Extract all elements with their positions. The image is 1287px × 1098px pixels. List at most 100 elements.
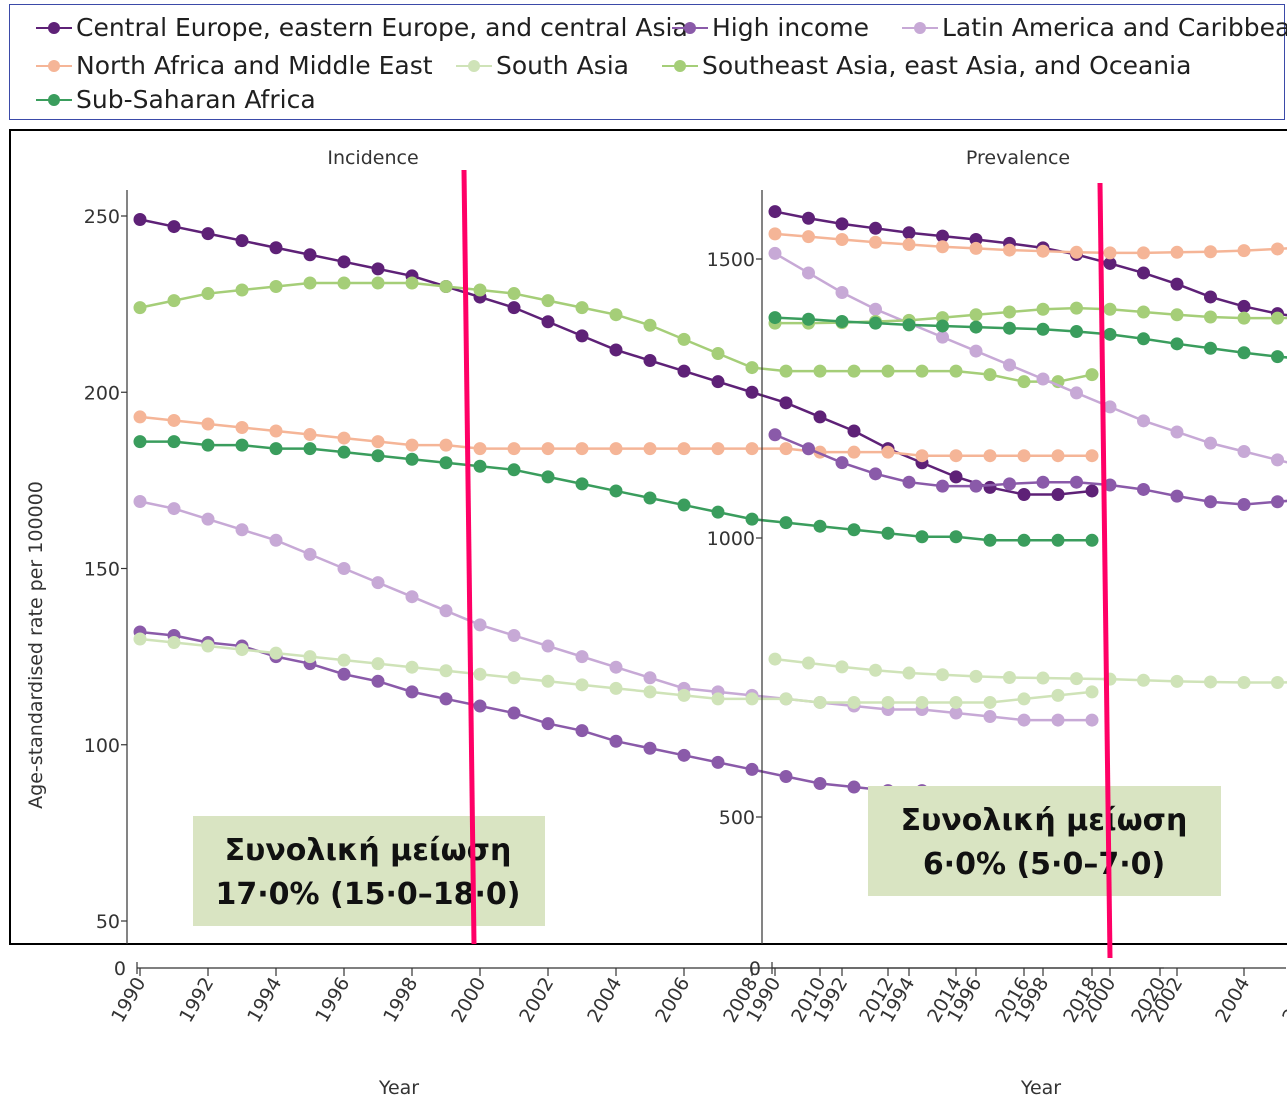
data-point — [1003, 321, 1016, 335]
data-point — [983, 710, 997, 724]
data-point — [847, 780, 861, 794]
data-point — [609, 734, 623, 748]
data-point — [167, 502, 181, 516]
data-point — [869, 302, 882, 316]
data-point — [643, 685, 657, 699]
legend-item-sub-saharan-africa: Sub-Saharan Africa — [36, 85, 316, 114]
legend-marker — [48, 94, 60, 106]
y-tick-label: 200 — [84, 382, 120, 404]
x-tick-label: 2004 — [1211, 974, 1254, 1027]
data-point — [439, 456, 453, 470]
y-tick-label: 0 — [749, 958, 761, 980]
data-point — [711, 442, 725, 456]
data-point — [983, 449, 997, 463]
data-point — [235, 421, 249, 434]
incidence-title: Incidence — [327, 147, 418, 169]
data-point — [969, 669, 983, 683]
data-point — [439, 280, 453, 293]
data-point — [1070, 386, 1083, 400]
prevalence-reduction-note: Συνολική μείωση 6·0% (5·0–7·0) — [868, 786, 1221, 896]
data-point — [745, 512, 759, 526]
data-point — [869, 316, 882, 330]
series-north-africa-and-middle-east — [768, 227, 1287, 260]
data-point — [1085, 449, 1099, 463]
data-point — [1204, 290, 1217, 304]
data-point — [371, 674, 385, 688]
incidence-marker-line — [461, 169, 477, 945]
data-point — [1017, 713, 1031, 727]
data-point — [869, 221, 882, 235]
data-point — [835, 232, 849, 246]
incidence-series — [133, 213, 1099, 808]
data-point — [609, 681, 623, 695]
data-point — [1237, 676, 1251, 690]
y-tick-label: 250 — [84, 206, 120, 228]
data-point — [303, 650, 317, 664]
data-point — [405, 685, 419, 699]
data-point — [936, 330, 949, 344]
data-point — [745, 442, 759, 456]
data-point — [609, 442, 623, 456]
data-point — [473, 442, 487, 456]
data-point — [643, 741, 657, 755]
data-point — [677, 442, 691, 456]
data-point — [1271, 311, 1284, 325]
data-point — [1036, 302, 1050, 316]
data-point — [1103, 256, 1117, 270]
y-tick-label: 150 — [84, 559, 120, 581]
data-point — [133, 435, 147, 449]
data-point — [133, 495, 147, 509]
data-point — [1237, 445, 1251, 459]
data-point — [303, 428, 317, 442]
data-point — [337, 431, 351, 445]
data-point — [1204, 310, 1217, 324]
series-high-income — [768, 428, 1287, 512]
data-point — [969, 479, 983, 493]
data-point — [473, 618, 487, 632]
data-point — [439, 664, 453, 678]
data-point — [835, 660, 849, 674]
data-point — [371, 276, 385, 290]
x-tick-label: 2006 — [1278, 974, 1287, 1027]
data-point — [439, 692, 453, 706]
y-tick-label: 50 — [96, 911, 120, 933]
data-point — [303, 248, 317, 262]
data-point — [575, 329, 589, 343]
data-point — [337, 667, 351, 681]
data-point — [768, 205, 782, 219]
incidence-note-line1: Συνολική μείωση — [225, 833, 512, 868]
data-point — [881, 364, 895, 378]
data-point — [1137, 673, 1150, 687]
data-point — [337, 562, 351, 575]
data-point — [371, 657, 385, 671]
data-point — [869, 467, 882, 481]
y-tick-label: 1000 — [707, 528, 755, 550]
data-point — [779, 396, 793, 410]
legend-item-high-income: High income — [672, 13, 869, 42]
data-point — [507, 463, 521, 477]
data-point — [1137, 305, 1150, 319]
data-point — [1003, 671, 1016, 684]
data-point — [983, 695, 997, 709]
data-point — [1204, 436, 1217, 450]
data-point — [677, 748, 691, 762]
data-point — [643, 671, 657, 685]
data-point — [1271, 676, 1284, 690]
legend-item-central-europe-eastern-europe-and-central-asia: Central Europe, eastern Europe, and cent… — [36, 13, 688, 42]
data-point — [835, 456, 849, 470]
data-point — [1137, 246, 1150, 260]
data-point — [609, 343, 623, 357]
legend-box — [9, 4, 1285, 120]
data-point — [235, 438, 249, 452]
data-point — [167, 636, 181, 650]
data-point — [541, 674, 555, 688]
data-point — [936, 319, 949, 333]
data-point — [1204, 341, 1217, 355]
data-point — [269, 442, 283, 456]
data-point — [235, 234, 249, 248]
data-point — [847, 364, 861, 378]
y-tick-label: 500 — [719, 807, 755, 829]
incidence-note-box — [193, 816, 545, 926]
data-point — [1036, 244, 1050, 258]
data-point — [643, 318, 657, 332]
